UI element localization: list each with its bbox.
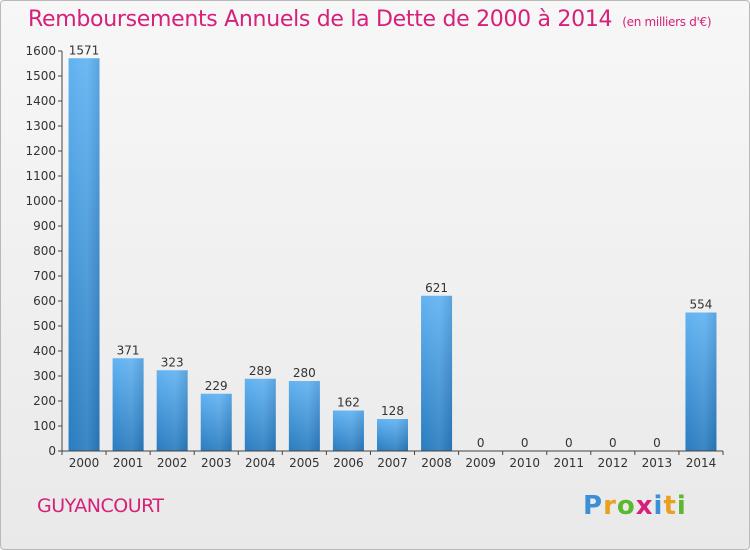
y-tick-label: 200 [33, 394, 56, 408]
x-tick-label: 2012 [598, 456, 629, 470]
bar-shade [421, 295, 453, 451]
y-tick-label: 0 [48, 444, 56, 458]
bar-shade [200, 393, 232, 451]
bar-shade [377, 419, 408, 451]
chart-title: Remboursements Annuels de la Dette de 20… [28, 7, 712, 32]
x-tick-label: 2011 [553, 456, 584, 470]
y-tick-label: 1500 [25, 69, 56, 83]
x-tick-label: 2002 [157, 456, 188, 470]
bar-shade [685, 312, 717, 451]
city-name: GUYANCOURT [37, 495, 164, 517]
y-tick-label: 1100 [25, 169, 56, 183]
value-label: 0 [653, 436, 661, 450]
value-label: 1571 [69, 43, 100, 57]
value-label: 554 [690, 298, 713, 312]
y-tick-label: 1300 [25, 119, 56, 133]
bar-shade [156, 370, 188, 451]
y-tick-label: 300 [33, 369, 56, 383]
y-tick-label: 100 [33, 419, 56, 433]
y-tick-label: 1200 [25, 144, 56, 158]
value-label: 0 [565, 436, 573, 450]
x-tick-label: 2008 [421, 456, 452, 470]
value-label: 0 [477, 436, 485, 450]
x-tick-label: 2000 [69, 456, 100, 470]
x-tick-label: 2009 [465, 456, 496, 470]
value-label: 289 [249, 364, 272, 378]
proxiti-logo: Proxiti [583, 491, 687, 521]
x-tick-label: 2010 [509, 456, 540, 470]
y-tick-label: 800 [33, 244, 56, 258]
value-label: 0 [521, 436, 529, 450]
y-tick-label: 400 [33, 344, 56, 358]
unit-note: (en milliers d'€) [622, 15, 712, 29]
x-tick-label: 2003 [201, 456, 232, 470]
x-tick-label: 2001 [113, 456, 144, 470]
value-label: 371 [117, 343, 140, 357]
bar-shade [68, 58, 100, 451]
value-label: 323 [161, 355, 184, 369]
logo-letter: x [635, 491, 654, 521]
y-tick-label: 1600 [25, 44, 56, 58]
bar-shade [288, 381, 320, 451]
bar-shade [332, 410, 364, 451]
value-label: 128 [381, 404, 404, 418]
value-label: 621 [425, 281, 448, 295]
x-tick-label: 2013 [642, 456, 673, 470]
bar-shade [112, 358, 144, 451]
y-tick-label: 1400 [25, 94, 56, 108]
logo-letter: i [676, 491, 687, 521]
logo-letter: i [653, 491, 664, 521]
logo-letter: o [616, 491, 636, 521]
x-tick-label: 2014 [686, 456, 717, 470]
value-label: 280 [293, 366, 316, 380]
value-label: 162 [337, 396, 360, 410]
logo-letter: P [583, 491, 604, 521]
x-tick-label: 2006 [333, 456, 364, 470]
y-tick-label: 700 [33, 269, 56, 283]
chart-title-text: Remboursements Annuels de la Dette de 20… [28, 7, 613, 32]
x-tick-label: 2005 [289, 456, 320, 470]
y-tick-label: 1000 [25, 194, 56, 208]
y-tick-label: 500 [33, 319, 56, 333]
x-tick-label: 2007 [377, 456, 408, 470]
value-label: 0 [609, 436, 617, 450]
x-tick-label: 2004 [245, 456, 276, 470]
logo-letter: r [603, 491, 617, 521]
y-tick-label: 600 [33, 294, 56, 308]
bar-shade [244, 378, 276, 451]
value-label: 229 [205, 379, 228, 393]
y-tick-label: 900 [33, 219, 56, 233]
logo-letter: t [663, 491, 677, 521]
